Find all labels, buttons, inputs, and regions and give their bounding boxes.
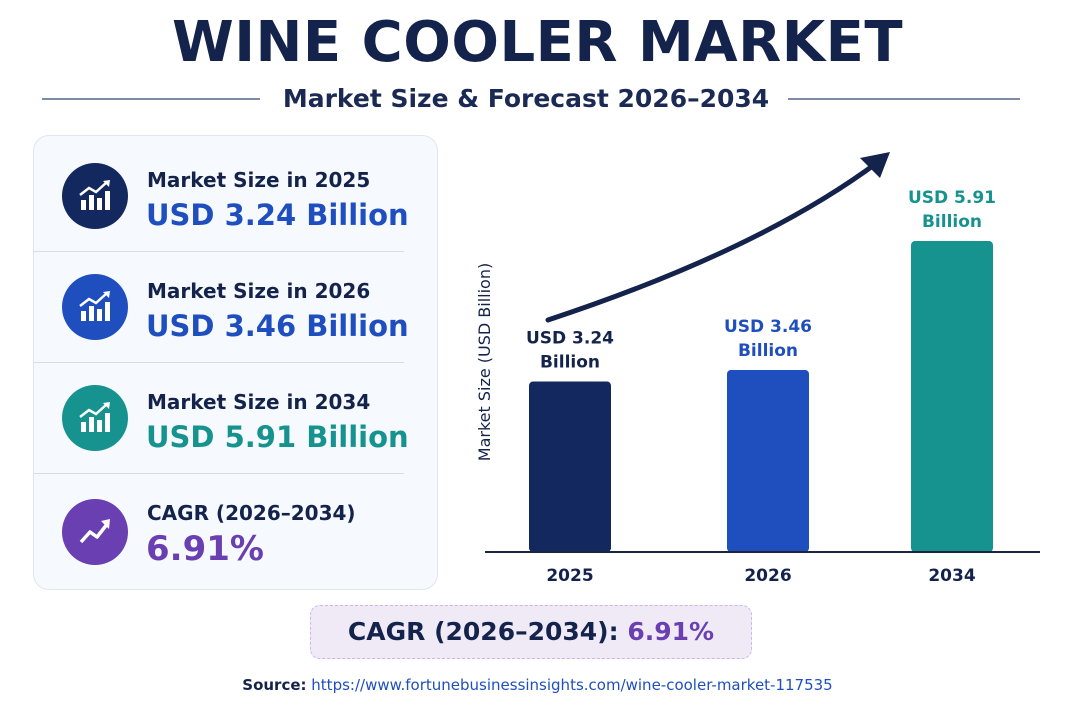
page-subtitle: Market Size & Forecast 2026–2034 <box>282 84 770 113</box>
stat-divider <box>34 362 404 363</box>
x-tick-label: 2026 <box>744 566 791 586</box>
stat-icon-circle <box>62 163 128 229</box>
title-rule-left <box>42 98 260 100</box>
stat-card-2034: Market Size in 2034 USD 5.91 Billion <box>34 358 439 468</box>
bar-2026 <box>727 369 809 552</box>
cagr-banner-label: CAGR (2026–2034): <box>347 617 619 646</box>
trend-arrow-icon <box>79 519 110 544</box>
stat-label: Market Size in 2026 <box>147 279 371 303</box>
data-label: Billion <box>922 212 982 232</box>
x-tick-label: 2025 <box>546 566 593 586</box>
stat-divider <box>34 473 404 474</box>
data-label: Billion <box>540 353 600 373</box>
trend-chart-icon <box>79 180 110 210</box>
bar-chart: Market Size (USD Billion) USD 3.24 Billion… <box>475 152 1040 586</box>
cagr-banner: CAGR (2026–2034): 6.91% <box>310 605 752 659</box>
data-label: Billion <box>738 341 798 361</box>
cagr-banner-value: 6.91% <box>627 617 715 646</box>
source-line: Source: https://www.fortunebusinessinsig… <box>0 676 1075 694</box>
x-tick-label: 2034 <box>928 566 975 586</box>
stat-label: CAGR (2026–2034) <box>147 501 356 525</box>
page-title: WINE COOLER MARKET <box>171 10 904 75</box>
stat-value: USD 5.91 Billion <box>146 420 409 454</box>
stat-icon-circle <box>62 274 128 340</box>
stat-label: Market Size in 2025 <box>147 168 371 192</box>
source-label: Source: <box>242 676 307 694</box>
stat-value: 6.91% <box>146 529 264 569</box>
source-link[interactable]: https://www.fortunebusinessinsights.com/… <box>311 676 833 694</box>
trend-chart-icon <box>79 402 110 432</box>
stat-card-2025: Market Size in 2025 USD 3.24 Billion <box>34 136 439 246</box>
bar-2025 <box>529 381 611 552</box>
y-axis-label: Market Size (USD Billion) <box>475 263 494 461</box>
trend-arrow-head <box>860 152 890 178</box>
stat-icon-circle <box>62 499 128 565</box>
data-label: USD 5.91 <box>908 188 996 208</box>
data-label: USD 3.24 <box>526 329 614 349</box>
stat-icon-circle <box>62 385 128 451</box>
title-rule-right <box>788 98 1020 100</box>
stat-value: USD 3.46 Billion <box>146 309 409 343</box>
stat-divider <box>34 251 404 252</box>
stat-card-cagr: CAGR (2026–2034) 6.91% <box>34 469 439 579</box>
bar-2034 <box>911 241 993 552</box>
data-label: USD 3.46 <box>724 317 812 337</box>
stat-value: USD 3.24 Billion <box>146 198 409 232</box>
stat-label: Market Size in 2034 <box>147 390 371 414</box>
trend-arrow <box>545 159 881 323</box>
stats-panel: Market Size in 2025 USD 3.24 Billion Mar… <box>33 135 438 590</box>
stat-card-2026: Market Size in 2026 USD 3.46 Billion <box>34 247 439 357</box>
trend-chart-icon <box>79 291 110 321</box>
